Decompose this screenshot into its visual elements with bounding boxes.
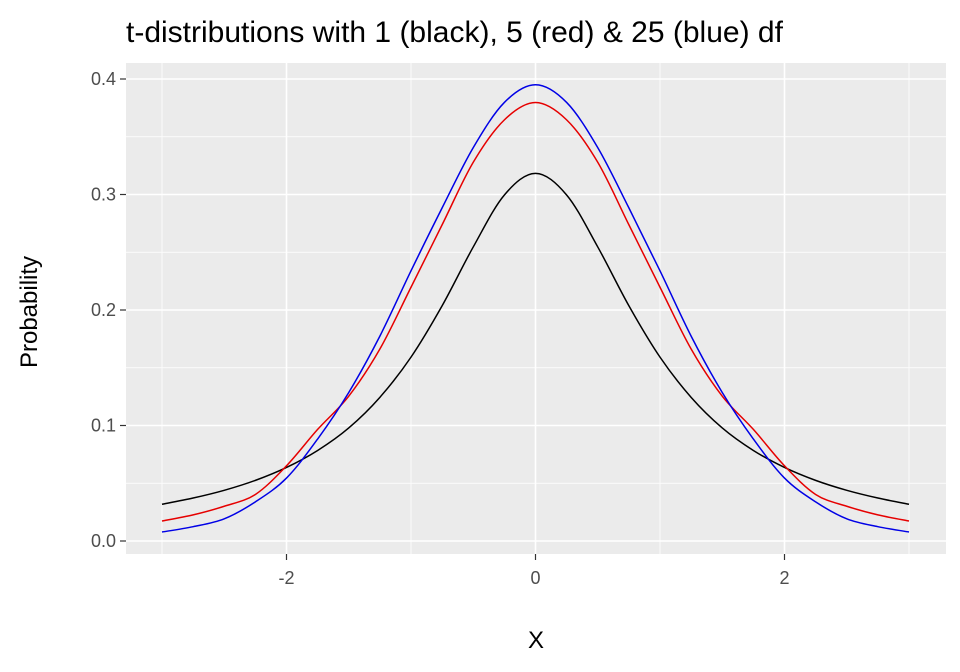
x-tick-label: 2: [779, 568, 789, 588]
y-tick-label: 0.3: [91, 185, 116, 205]
gridlines: [126, 63, 946, 554]
chart-title: t-distributions with 1 (black), 5 (red) …: [126, 16, 784, 49]
series-line-black: [161, 172, 910, 506]
x-tick-label: -2: [278, 568, 294, 588]
series-line-blue: [161, 84, 910, 533]
x-tick-label: 0: [530, 568, 540, 588]
y-tick-label: 0.1: [91, 416, 116, 436]
series-lines: [161, 84, 910, 533]
y-tick-label: 0.0: [91, 531, 116, 551]
tick-marks: [120, 78, 786, 560]
series-line-red: [161, 101, 910, 522]
y-tick-label: 0.4: [91, 69, 116, 89]
y-axis-title: Probability: [16, 256, 43, 368]
x-axis-title: X: [528, 627, 544, 654]
tick-labels: 0.0 0.1 0.2 0.3 0.4 -2 0 2: [91, 69, 790, 588]
y-tick-label: 0.2: [91, 300, 116, 320]
